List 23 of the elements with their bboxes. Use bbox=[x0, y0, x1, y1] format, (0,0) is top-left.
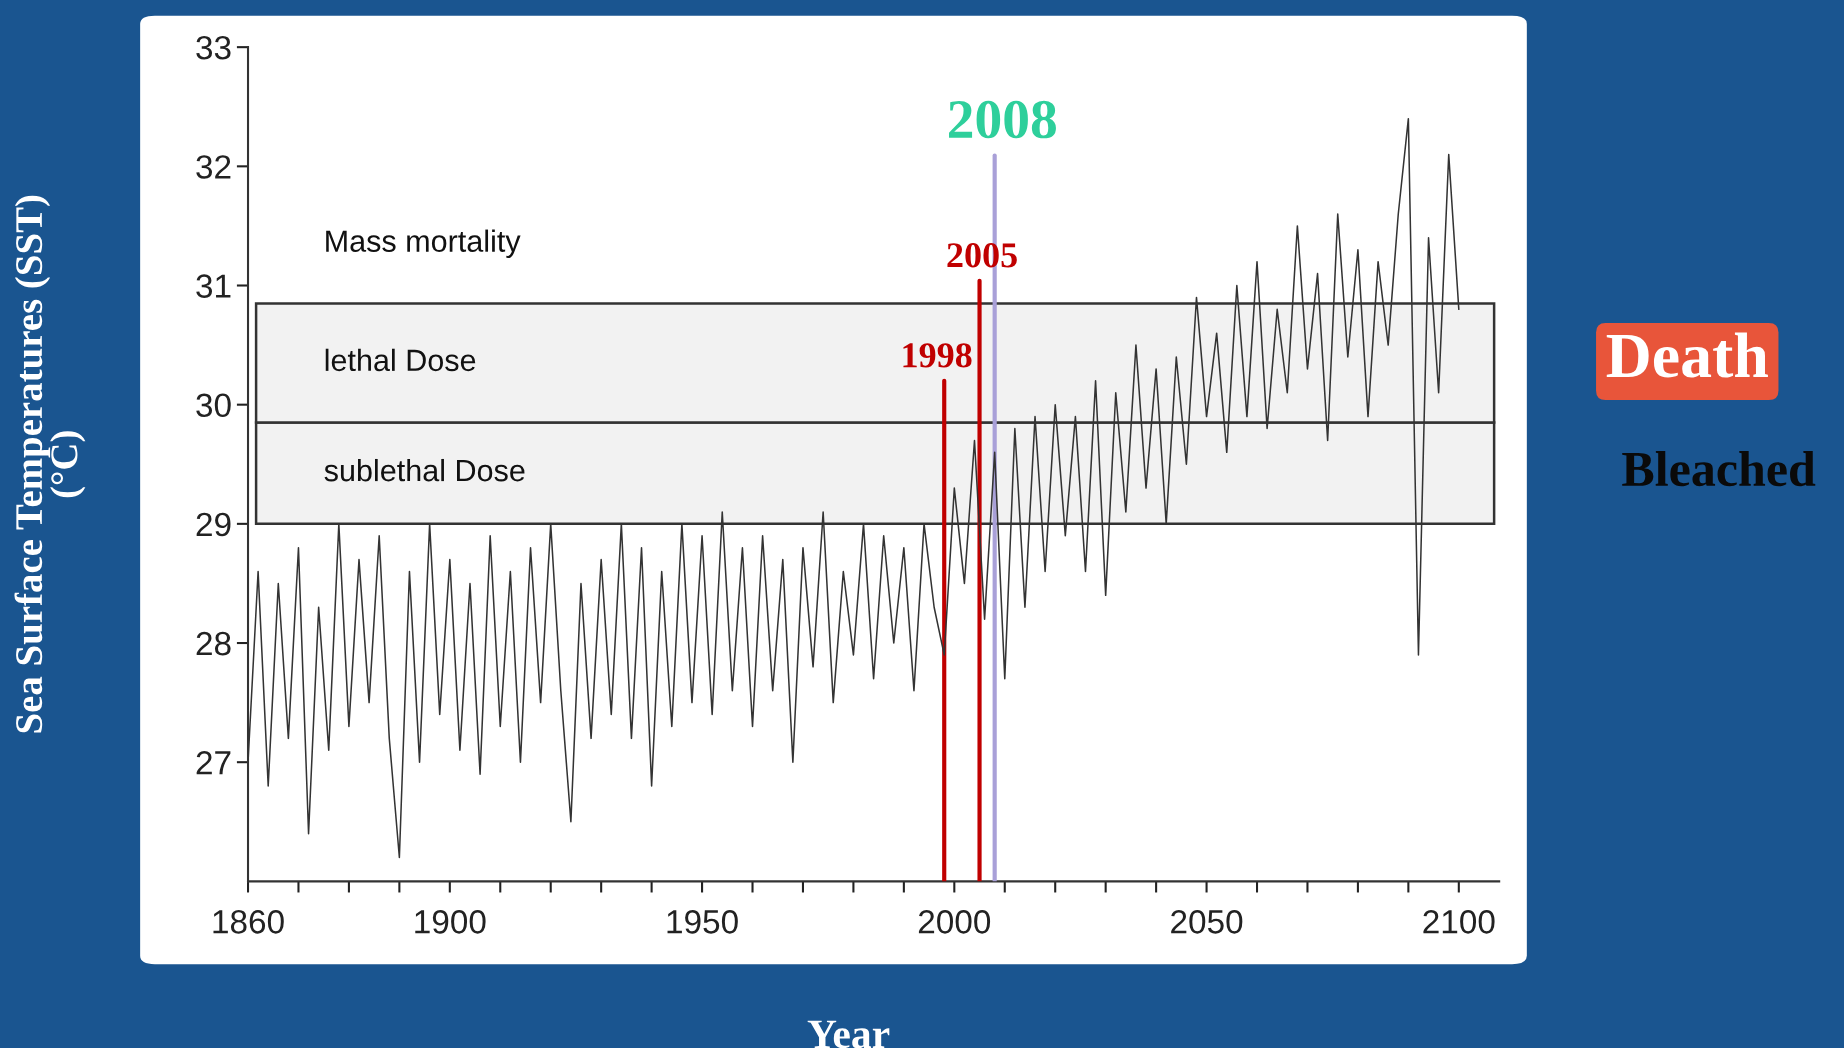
y-tick-label: 27 bbox=[196, 751, 231, 775]
band-label: lethal Dose bbox=[325, 348, 476, 372]
x-tick-label: 2100 bbox=[1423, 910, 1495, 934]
x-axis-title: Year bbox=[807, 1020, 890, 1048]
x-tick-label: 1860 bbox=[213, 910, 284, 934]
y-tick-label: 33 bbox=[196, 35, 231, 60]
x-tick-label: 1950 bbox=[667, 910, 738, 934]
annotation: Mass mortality bbox=[326, 229, 521, 259]
ref-line-label: 1998 bbox=[903, 343, 972, 368]
y-axis-title: Sea Surface Temperatures (SST) (°C) bbox=[14, 195, 86, 733]
x-tick-label: 2000 bbox=[918, 910, 991, 934]
band-label: sublethal Dose bbox=[324, 458, 525, 482]
x-tick-label: 2050 bbox=[1171, 910, 1243, 934]
x-tick-label: 1900 bbox=[415, 910, 486, 934]
text: Death bbox=[1606, 332, 1768, 378]
y-tick-label: 29 bbox=[196, 512, 231, 537]
y-tick-label: 31 bbox=[196, 274, 231, 298]
y-tick-label: 30 bbox=[196, 393, 231, 418]
y-tick-label: 28 bbox=[196, 631, 231, 656]
ref-line-label: 2008 bbox=[949, 100, 1056, 139]
text: Bleached bbox=[1622, 451, 1816, 487]
ref-line-label: 2005 bbox=[947, 243, 1017, 268]
y-tick-label: 32 bbox=[196, 155, 231, 179]
